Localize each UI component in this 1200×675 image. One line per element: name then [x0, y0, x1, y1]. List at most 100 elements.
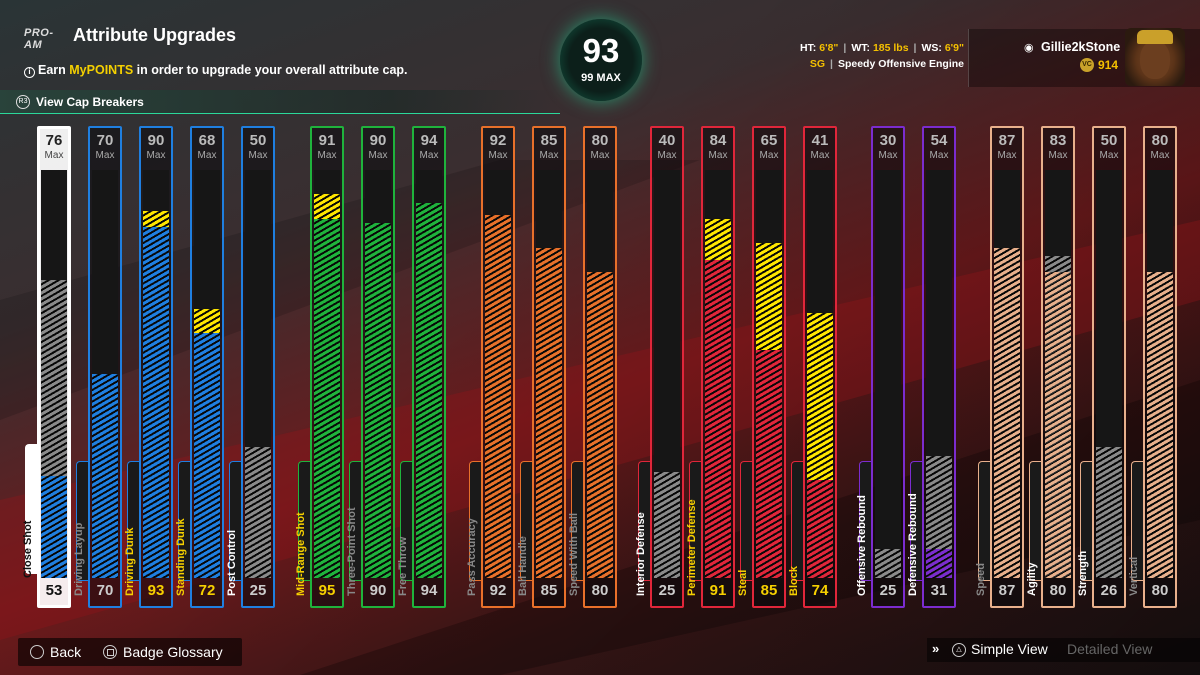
- view-cap-breakers-button[interactable]: R3 View Cap Breakers: [0, 90, 560, 114]
- bar-potential-fill: [1096, 447, 1122, 578]
- attribute-bar-driving-layup[interactable]: 70 Max 70 Driving Layup: [73, 126, 122, 608]
- attribute-max: 80: [591, 132, 609, 149]
- attribute-max-label: Max: [146, 150, 166, 161]
- bar-upgrade-fill: [194, 308, 220, 334]
- bar-label-tab: [178, 461, 190, 581]
- bar-label-tab: [1080, 461, 1092, 581]
- attribute-current: 91: [709, 582, 727, 599]
- bar-fill: [314, 218, 340, 578]
- attribute-name: Agility: [1026, 562, 1038, 596]
- square-button-icon: [103, 645, 117, 659]
- attribute-max: 68: [198, 132, 216, 149]
- attribute-name: Post Control: [226, 530, 238, 596]
- attribute-bar-defensive-rebound[interactable]: 54 Max 31 Defensive Rebound: [907, 126, 956, 608]
- attribute-name: Mid-Range Shot: [295, 512, 307, 596]
- player-name: Gillie2kStone: [1041, 40, 1121, 54]
- attribute-label: Speed: [972, 456, 992, 596]
- bar-fill: [756, 349, 782, 578]
- attribute-bar-strength[interactable]: 50 Max 26 Strength: [1077, 126, 1126, 608]
- attribute-name: Defensive Rebound: [907, 493, 919, 596]
- attribute-label: Ball Handle: [514, 456, 534, 596]
- attribute-current: 95: [318, 582, 336, 599]
- attribute-name: Standing Dunk: [175, 518, 187, 596]
- attribute-label: Strength: [1074, 456, 1094, 596]
- position-value: SG: [809, 58, 825, 70]
- bar-track: [875, 170, 901, 578]
- circle-button-icon: [30, 645, 44, 659]
- detailed-view-tab[interactable]: Detailed View: [1067, 641, 1153, 657]
- attribute-label: Three-Point Shot: [343, 456, 363, 596]
- attribute-max-label: Max: [1099, 150, 1119, 161]
- attribute-bar-post-control[interactable]: 50 Max 25 Post Control: [226, 126, 275, 608]
- attribute-max-label: Max: [929, 150, 949, 161]
- attribute-bar-mid-range-shot[interactable]: 91 Max 95 Mid-Range Shot: [295, 126, 344, 608]
- attribute-max: 85: [540, 132, 558, 149]
- badge-glossary-label: Badge Glossary: [123, 644, 223, 660]
- attribute-bar-ball-handle[interactable]: 85 Max 85 Ball Handle: [517, 126, 566, 608]
- attribute-bar-perimeter-defense[interactable]: 84 Max 91 Perimeter Defense: [686, 126, 735, 608]
- attribute-current: 26: [1100, 582, 1118, 599]
- height-value: 6'8": [819, 42, 839, 54]
- attribute-name: Speed: [975, 562, 987, 596]
- attribute-name: Speed With Ball: [568, 512, 580, 596]
- archetype-value: Speedy Offensive Engine: [837, 58, 964, 70]
- badge-glossary-button[interactable]: Badge Glossary: [103, 644, 223, 660]
- attribute-label: Speed With Ball: [565, 456, 585, 596]
- attribute-label: Perimeter Defense: [683, 456, 703, 596]
- weight-value: 185 lbs: [872, 42, 909, 54]
- r3-button-icon: R3: [16, 95, 30, 109]
- attribute-name: Pass Accuracy: [466, 518, 478, 596]
- attribute-bar-agility[interactable]: 83 Max 80 Agility: [1026, 126, 1075, 608]
- attribute-bar-block[interactable]: 41 Max 74 Block: [788, 126, 837, 608]
- vc-balance: 914: [1098, 58, 1119, 72]
- attribute-max-label: Max: [590, 150, 610, 161]
- overall-max: 99 MAX: [581, 72, 621, 84]
- bar-upgrade-fill: [756, 243, 782, 350]
- attribute-label: Close Shot: [19, 438, 39, 578]
- attribute-bars: 76 Max 53 Close Shot 70 Max 70 Driving Layup 90 M…: [22, 126, 1177, 608]
- bar-fill: [807, 480, 833, 578]
- bar-label-tab: [978, 461, 990, 581]
- view-cap-breakers-label: View Cap Breakers: [36, 95, 144, 109]
- attribute-name: Perimeter Defense: [686, 499, 698, 596]
- attribute-bar-steal[interactable]: 65 Max 85 Steal: [737, 126, 786, 608]
- attribute-bar-close-shot[interactable]: 76 Max 53 Close Shot: [22, 126, 71, 608]
- attribute-bar-offensive-rebound[interactable]: 30 Max 25 Offensive Rebound: [856, 126, 905, 608]
- attribute-max-label: Max: [248, 150, 268, 161]
- attribute-label: Driving Dunk: [121, 456, 141, 596]
- bar-label-tab: [638, 461, 650, 581]
- attribute-name: Driving Layup: [73, 522, 85, 596]
- bar-label-tab: [349, 461, 361, 581]
- overall-rating: 93: [582, 32, 620, 69]
- back-button[interactable]: Back: [30, 644, 81, 660]
- bar-upgrade-fill: [314, 194, 340, 219]
- player-bio: HT: 6'8" | WT: 185 lbs | WS: 6'9" SG | Speedy …: [800, 40, 964, 72]
- attribute-max-label: Max: [878, 150, 898, 161]
- attribute-bar-free-throw[interactable]: 94 Max 94 Free Throw: [397, 126, 446, 608]
- attribute-max-label: Max: [657, 150, 677, 161]
- attribute-max: 92: [489, 132, 507, 149]
- attribute-current: 92: [489, 582, 507, 599]
- attribute-label: Block: [785, 456, 805, 596]
- attribute-bar-vertical[interactable]: 80 Max 80 Vertical: [1128, 126, 1177, 608]
- attribute-max: 30: [879, 132, 897, 149]
- attribute-name: Strength: [1077, 550, 1089, 596]
- attribute-current: 94: [420, 582, 438, 599]
- attribute-max: 91: [318, 132, 336, 149]
- header: PRO-AM Attribute Upgrades i Earn MyPOINTS…: [0, 0, 1200, 118]
- attribute-label: Agility: [1023, 456, 1043, 596]
- attribute-bar-standing-dunk[interactable]: 68 Max 72 Standing Dunk: [175, 126, 224, 608]
- simple-view-tab[interactable]: Simple View: [971, 641, 1048, 657]
- attribute-name: Offensive Rebound: [856, 495, 868, 596]
- attribute-max-label: Max: [810, 150, 830, 161]
- bar-label-tab: [791, 461, 803, 581]
- attribute-bar-three-point-shot[interactable]: 90 Max 90 Three-Point Shot: [346, 126, 395, 608]
- attribute-bar-driving-dunk[interactable]: 90 Max 93 Driving Dunk: [124, 126, 173, 608]
- attribute-bar-pass-accuracy[interactable]: 92 Max 92 Pass Accuracy: [466, 126, 515, 608]
- attribute-bar-speed-with-ball[interactable]: 80 Max 80 Speed With Ball: [568, 126, 617, 608]
- bio-measurements: HT: 6'8" | WT: 185 lbs | WS: 6'9": [799, 42, 964, 54]
- attribute-bar-speed[interactable]: 87 Max 87 Speed: [975, 126, 1024, 608]
- bar-potential-fill: [875, 549, 901, 578]
- attribute-bar-interior-defense[interactable]: 40 Max 25 Interior Defense: [635, 126, 684, 608]
- attribute-max-label: Max: [759, 150, 779, 161]
